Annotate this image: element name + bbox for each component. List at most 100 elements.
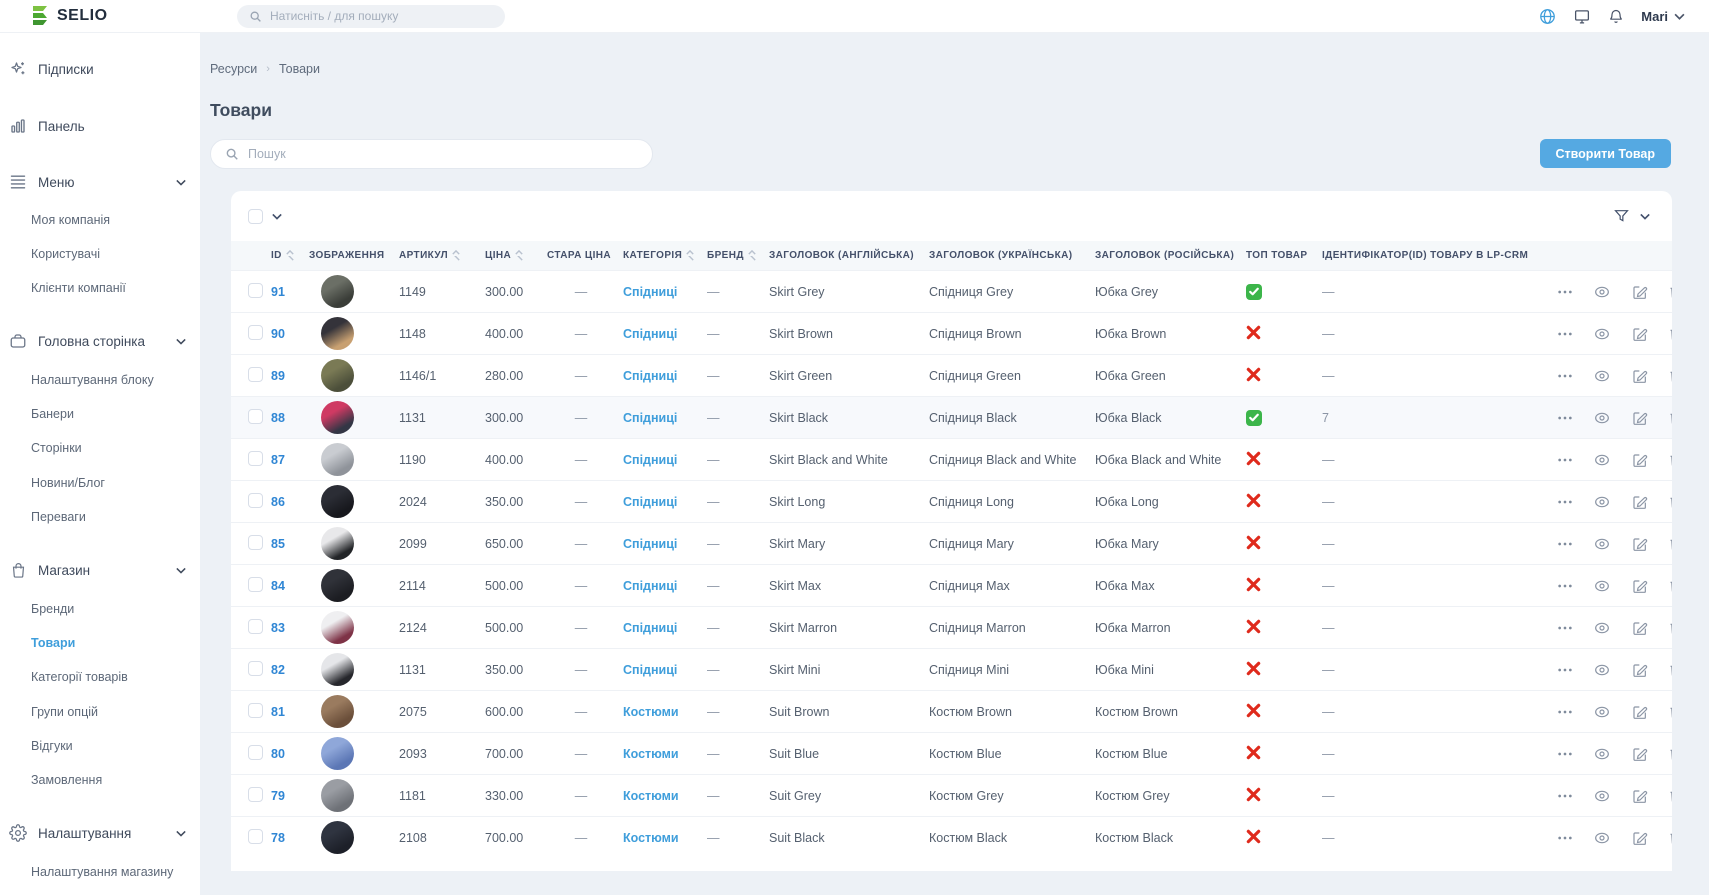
bell-icon[interactable] [1608,8,1624,25]
row-checkbox[interactable] [248,618,263,634]
sidebar-subitem[interactable]: Замовлення [31,773,103,788]
row-checkbox[interactable] [248,786,263,802]
view-icon[interactable] [1593,452,1611,468]
sidebar-subitem[interactable]: Переваги [31,510,86,525]
delete-icon[interactable] [1668,494,1672,510]
view-icon[interactable] [1593,704,1611,720]
sidebar-item[interactable]: Магазин [0,548,200,592]
product-id-link[interactable]: 85 [271,536,285,551]
category-link[interactable]: Костюми [623,788,679,803]
view-icon[interactable] [1593,410,1611,426]
category-link[interactable]: Спідниці [623,452,678,467]
product-id-link[interactable]: 79 [271,788,285,803]
sidebar-subitem[interactable]: Категорії товарів [31,670,128,685]
view-icon[interactable] [1593,284,1611,300]
row-checkbox[interactable] [248,576,263,592]
delete-icon[interactable] [1668,410,1672,426]
more-icon[interactable] [1557,368,1573,384]
category-link[interactable]: Спідниці [623,326,678,341]
category-link[interactable]: Спідниці [623,368,678,383]
more-icon[interactable] [1557,452,1573,468]
delete-icon[interactable] [1668,746,1672,762]
category-link[interactable]: Спідниці [623,662,678,677]
edit-icon[interactable] [1632,452,1648,468]
sidebar-subitem[interactable]: Користувачі [31,246,101,261]
delete-icon[interactable] [1668,620,1672,636]
row-checkbox[interactable] [248,366,263,382]
sidebar-subitem[interactable]: Клієнти компанії [31,281,126,296]
brand-logo[interactable]: SELIO [0,5,200,27]
column-header[interactable]: Бренд [703,241,765,271]
sidebar-subitem[interactable]: Сторінки [31,441,82,456]
view-icon[interactable] [1593,662,1611,678]
column-header[interactable]: Ціна [481,241,543,271]
edit-icon[interactable] [1632,662,1648,678]
view-icon[interactable] [1593,536,1611,552]
edit-icon[interactable] [1632,536,1648,552]
delete-icon[interactable] [1668,704,1672,720]
table-search-input[interactable] [248,147,638,161]
delete-icon[interactable] [1668,326,1672,342]
more-icon[interactable] [1557,746,1573,762]
delete-icon[interactable] [1668,662,1672,678]
row-checkbox[interactable] [248,534,263,550]
edit-icon[interactable] [1632,788,1648,804]
row-checkbox[interactable] [248,324,263,340]
more-icon[interactable] [1557,620,1573,636]
more-icon[interactable] [1557,662,1573,678]
edit-icon[interactable] [1632,494,1648,510]
sidebar-subitem[interactable]: Бренди [31,601,75,616]
delete-icon[interactable] [1668,284,1672,300]
more-icon[interactable] [1557,284,1573,300]
row-checkbox[interactable] [248,828,263,844]
category-link[interactable]: Костюми [623,704,679,719]
product-id-link[interactable]: 82 [271,662,285,677]
sidebar-subitem[interactable]: Налаштування кольору [0,890,200,895]
more-icon[interactable] [1557,494,1573,510]
view-icon[interactable] [1593,788,1611,804]
edit-icon[interactable] [1632,410,1648,426]
more-icon[interactable] [1557,536,1573,552]
edit-icon[interactable] [1632,746,1648,762]
product-id-link[interactable]: 84 [271,578,285,593]
sidebar-item[interactable]: Панель [0,104,200,148]
view-icon[interactable] [1593,494,1611,510]
row-checkbox[interactable] [248,660,263,676]
sidebar-item[interactable]: Меню [0,161,200,203]
column-header[interactable]: Категорія [619,241,703,271]
product-id-link[interactable]: 86 [271,494,285,509]
product-id-link[interactable]: 89 [271,368,285,383]
more-icon[interactable] [1557,326,1573,342]
edit-icon[interactable] [1632,284,1648,300]
global-search-input[interactable] [270,9,493,23]
category-link[interactable]: Спідниці [623,536,678,551]
column-header[interactable]: ID [267,241,305,271]
product-id-link[interactable]: 90 [271,326,285,341]
row-checkbox[interactable] [248,450,263,466]
sidebar-subitem[interactable]: Групи опцій [31,704,98,719]
chevron-down-icon[interactable] [272,213,282,220]
edit-icon[interactable] [1632,620,1648,636]
row-checkbox[interactable] [248,492,263,508]
product-id-link[interactable]: 91 [271,284,285,299]
sidebar-item[interactable]: Головна сторінка [0,319,200,363]
sidebar-subitem[interactable]: Відгуки [31,739,73,753]
sidebar-subitem[interactable]: Моя компанія [31,212,111,227]
more-icon[interactable] [1557,578,1573,594]
more-icon[interactable] [1557,704,1573,720]
sidebar-subitem[interactable]: Новини/Блог [31,475,105,490]
delete-icon[interactable] [1668,536,1672,552]
column-header[interactable]: Артикул [395,241,481,271]
product-id-link[interactable]: 80 [271,746,285,761]
view-icon[interactable] [1593,620,1611,636]
edit-icon[interactable] [1632,830,1648,846]
select-all-checkbox[interactable] [248,208,263,224]
category-link[interactable]: Спідниці [623,620,678,635]
create-product-button[interactable]: Створити Товар [1539,139,1671,168]
global-search[interactable] [237,4,505,28]
product-id-link[interactable]: 81 [271,704,285,719]
product-id-link[interactable]: 78 [271,830,285,845]
sidebar-subitem[interactable]: Банери [31,407,74,421]
sidebar-subitem[interactable]: Налаштування блоку [31,372,154,387]
view-icon[interactable] [1593,830,1611,846]
